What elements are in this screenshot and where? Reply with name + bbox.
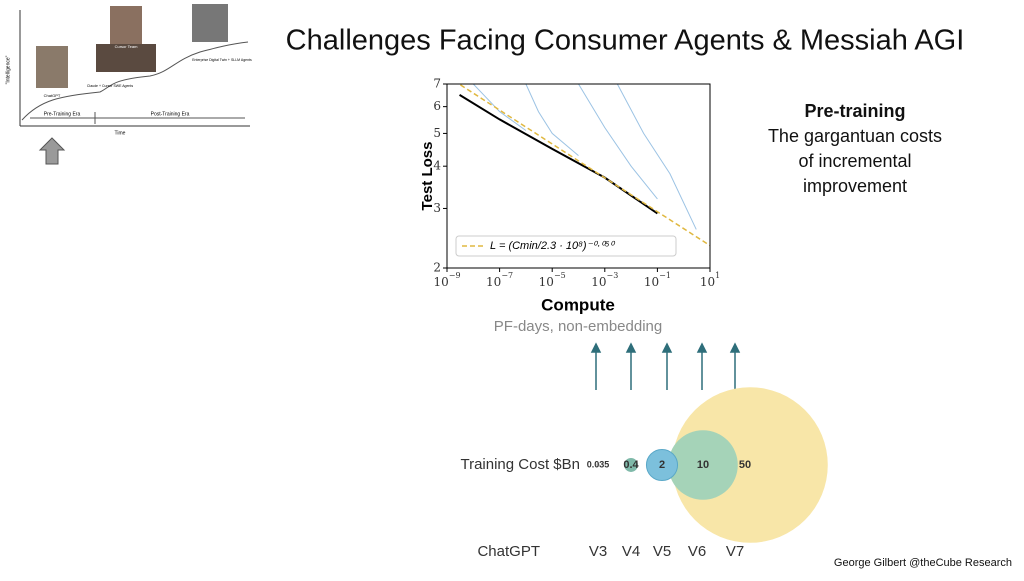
arrow-head (590, 342, 602, 353)
tick-base: 10 (644, 275, 659, 289)
timeline-label: Claude + Cursor SWE Agents (87, 84, 133, 88)
series-line (578, 84, 658, 200)
tick-base: 10 (700, 275, 715, 289)
category-label: V7 (726, 543, 744, 560)
bubble-label: 10 (697, 459, 709, 471)
era-label: Pre-Training Era (44, 111, 81, 117)
sidebar-line: of incremental (798, 151, 911, 171)
x-axis-sublabel: PF-days, non-embedding (494, 318, 662, 335)
up-arrow (38, 137, 66, 165)
arrows (590, 342, 741, 390)
photo (96, 44, 156, 72)
tick-base: 10 (591, 275, 606, 289)
sidebar-line: The gargantuan costs (768, 126, 942, 146)
bubble (595, 462, 601, 468)
arrow-head (625, 342, 637, 353)
x-tick-label: 10−7 (486, 271, 513, 289)
tick-exponent: −5 (554, 271, 566, 280)
bubble-label: 0.035 (587, 459, 610, 469)
y-tick-label: 2 (433, 261, 441, 275)
x-axis-label: Compute (541, 295, 615, 314)
sidebar-heading: Pre-training (804, 101, 905, 121)
credit: George Gilbert @theCube Research (834, 557, 1012, 569)
arrow-head (729, 342, 741, 353)
photo (36, 46, 68, 88)
photo (192, 4, 228, 42)
arrow-head (696, 342, 708, 353)
series-line (472, 84, 527, 131)
category-title: ChatGPT (477, 543, 540, 560)
bubble (624, 458, 638, 472)
tick-base: 10 (539, 275, 554, 289)
tick-exponent: −1 (659, 271, 671, 280)
photo (110, 6, 142, 44)
timeline-x-label: Time (115, 130, 126, 136)
tick-exponent: −3 (607, 271, 619, 280)
slide-title: Challenges Facing Consumer Agents & Mess… (286, 25, 965, 57)
timeline-y-label: "Intelligence" (5, 55, 11, 84)
x-tick-label: 10−3 (591, 271, 618, 289)
category-label: V3 (589, 543, 607, 560)
series-line (457, 84, 710, 247)
bubble-label: 50 (739, 459, 751, 471)
arrow-head (661, 342, 673, 353)
y-axis-label: Test Loss (419, 142, 436, 211)
bubble-label: 2 (659, 459, 665, 471)
legend-box (455, 235, 677, 257)
tick-exponent: 1 (715, 271, 720, 280)
y-tick-label: 6 (433, 99, 441, 113)
category-label: V6 (688, 543, 706, 560)
bubble (668, 430, 738, 500)
timeline-label: Cursor Team (115, 44, 138, 49)
series-line (459, 94, 658, 215)
category-label: V4 (622, 543, 640, 560)
bubble-label: 0.4 (623, 459, 639, 471)
y-tick-label: 4 (433, 159, 441, 173)
timeline: "Intelligence" Time Pre-Training Era Pos… (5, 4, 252, 165)
x-tick-label: 10−9 (433, 271, 460, 289)
legend-label: L = (Cmin/2.3 · 10⁸)⁻⁰·⁰⁵⁰ (490, 240, 615, 252)
x-tick-label: 10−5 (539, 271, 566, 289)
era-label: Post-Training Era (151, 111, 190, 117)
category-label: V5 (653, 543, 671, 560)
bubble (645, 448, 679, 482)
tick-base: 10 (433, 275, 448, 289)
plot-frame (446, 83, 711, 269)
tick-base: 10 (486, 275, 501, 289)
y-tick-label: 7 (433, 77, 441, 91)
series-line (616, 84, 697, 230)
timeline-label: ChatGPT (44, 93, 61, 98)
timeline-label: Enterprise Digital Twin + SLLM Agents (192, 58, 252, 62)
y-tick-label: 3 (433, 201, 441, 215)
series-line (525, 84, 579, 156)
sidebar-line: improvement (803, 176, 907, 196)
bubble (672, 387, 828, 543)
trend (21, 41, 249, 121)
x-tick-label: 101 (700, 271, 720, 289)
tick-exponent: −7 (501, 271, 513, 280)
bubble-title: Training Cost $Bn (460, 456, 580, 473)
y-tick-label: 5 (433, 126, 441, 140)
tick-exponent: −9 (449, 271, 461, 280)
x-tick-label: 10−1 (644, 271, 671, 289)
